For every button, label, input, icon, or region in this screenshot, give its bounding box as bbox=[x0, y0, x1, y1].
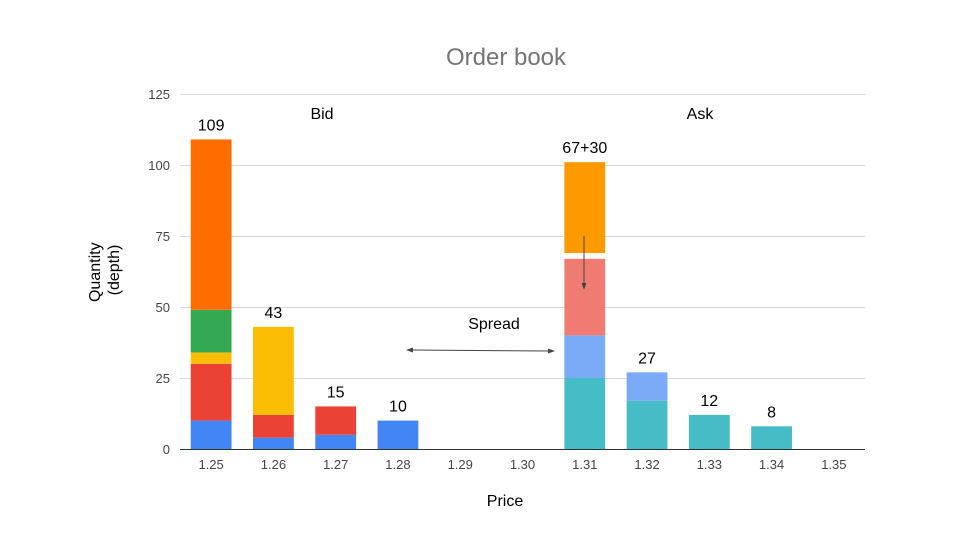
x-tick-label: 1.34 bbox=[759, 457, 784, 472]
x-tick-label: 1.29 bbox=[448, 457, 473, 472]
y-tick-label: 100 bbox=[148, 158, 170, 173]
spread-arrow bbox=[406, 347, 555, 354]
x-tick-label: 1.32 bbox=[634, 457, 659, 472]
bar-segment bbox=[190, 420, 232, 449]
y-axis-title-line-2: (depth) bbox=[106, 245, 123, 296]
x-tick-label: 1.30 bbox=[510, 457, 535, 472]
bar-segment bbox=[315, 434, 357, 449]
x-tick-label: 1.27 bbox=[323, 457, 348, 472]
ask-annotation: Ask bbox=[687, 106, 715, 123]
x-tick-label: 1.28 bbox=[385, 457, 410, 472]
bars bbox=[190, 139, 792, 449]
bar-total-label: 27 bbox=[638, 350, 656, 367]
x-tick-label: 1.26 bbox=[261, 457, 286, 472]
bar-segment bbox=[564, 162, 606, 254]
bar-segment bbox=[190, 352, 232, 364]
gridlines bbox=[180, 94, 865, 379]
bar-segment bbox=[751, 426, 792, 449]
x-tick-label: 1.35 bbox=[821, 457, 846, 472]
y-tick-label: 75 bbox=[156, 229, 170, 244]
y-tick-label: 125 bbox=[148, 87, 170, 102]
bar-total-label: 15 bbox=[327, 384, 345, 401]
bar-segment bbox=[190, 363, 232, 421]
y-axis-title-line-1: Quantity bbox=[87, 242, 104, 302]
bar-segment bbox=[253, 414, 294, 438]
x-tick-label: 1.25 bbox=[198, 457, 223, 472]
bar-segment bbox=[315, 406, 357, 435]
bar-segment bbox=[626, 400, 668, 449]
chart-title: Order book bbox=[446, 44, 567, 71]
y-tick-label: 50 bbox=[156, 300, 170, 315]
data-labels: 109 43 15 10 67+30 27 12 8 bbox=[198, 117, 776, 421]
bar-total-label: 43 bbox=[265, 305, 283, 322]
bar-segment bbox=[688, 414, 730, 449]
bar-segment bbox=[190, 139, 232, 310]
bar-segment bbox=[190, 309, 232, 353]
y-tick-label: 25 bbox=[156, 371, 170, 386]
bar-segment bbox=[564, 258, 606, 336]
bar-segment bbox=[253, 437, 294, 449]
bar-segment bbox=[564, 335, 606, 378]
bar-total-label: 10 bbox=[389, 399, 407, 416]
bar-total-label: 67+30 bbox=[562, 140, 607, 157]
y-tick-label: 0 bbox=[163, 442, 170, 457]
y-axis-title: Quantity (depth) bbox=[87, 238, 123, 302]
bar-segment bbox=[626, 372, 668, 401]
bar-total-label: 12 bbox=[700, 393, 718, 410]
bar-total-label: 8 bbox=[767, 404, 776, 421]
bar-segment bbox=[564, 253, 606, 259]
x-tick-labels: 1.25 1.26 1.27 1.28 1.29 1.30 1.31 1.32 1.33 1.34… bbox=[198, 457, 846, 472]
x-axis-title: Price bbox=[487, 493, 524, 510]
bar-segment bbox=[564, 378, 606, 449]
ask-shift-arrow bbox=[581, 236, 587, 290]
x-tick-label: 1.33 bbox=[697, 457, 722, 472]
bar-segment bbox=[377, 420, 419, 449]
bid-annotation: Bid bbox=[310, 106, 333, 123]
spread-annotation: Spread bbox=[468, 316, 520, 333]
bar-total-label: 109 bbox=[198, 117, 225, 134]
y-tick-labels: 0 25 50 75 100 125 bbox=[148, 87, 170, 457]
x-tick-label: 1.31 bbox=[572, 457, 597, 472]
bar-segment bbox=[253, 326, 294, 415]
